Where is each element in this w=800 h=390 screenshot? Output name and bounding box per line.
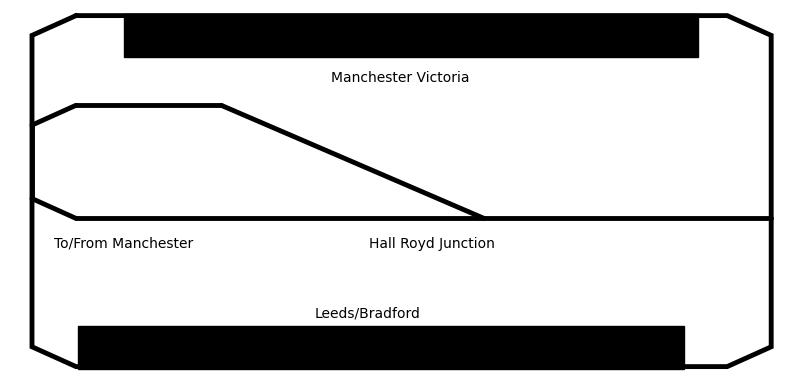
Text: Hall Royd Junction: Hall Royd Junction — [369, 237, 495, 251]
Text: Manchester Victoria: Manchester Victoria — [330, 71, 470, 85]
Text: To/From Manchester: To/From Manchester — [54, 237, 194, 251]
Polygon shape — [78, 326, 684, 369]
Polygon shape — [124, 14, 698, 57]
Text: Leeds/Bradford: Leeds/Bradford — [315, 307, 421, 321]
